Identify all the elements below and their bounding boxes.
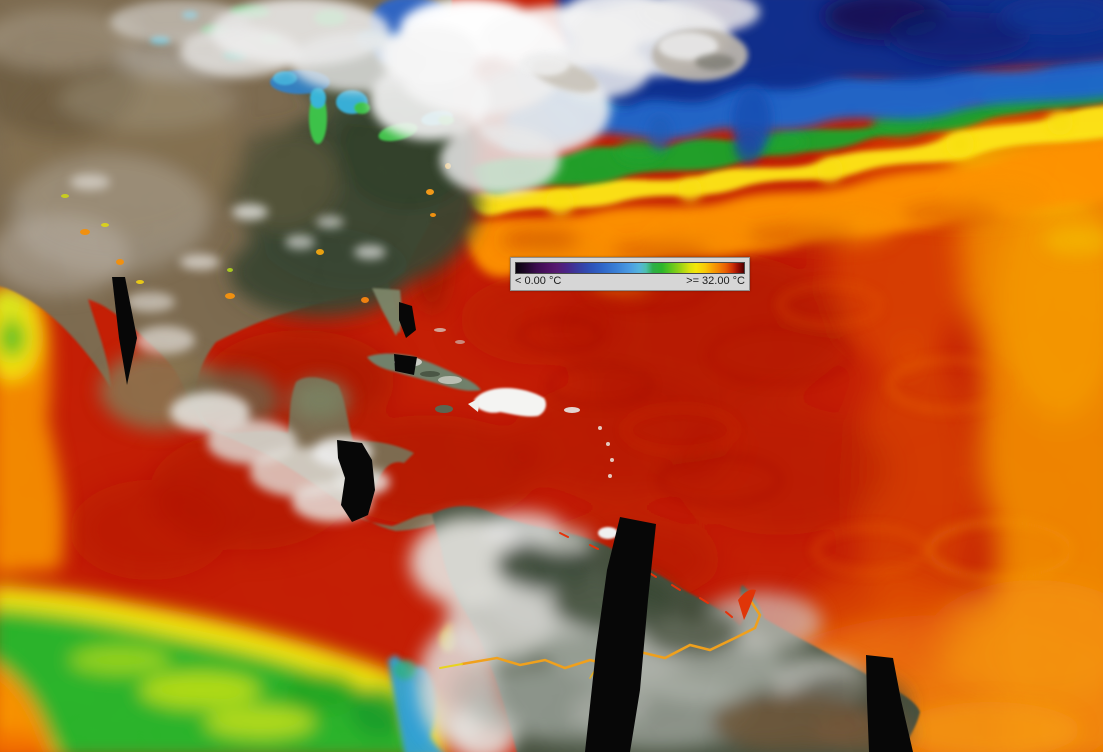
legend-max-label: >= 32.00 °C <box>686 275 745 287</box>
legend-min-label: < 0.00 °C <box>515 275 562 287</box>
temperature-colorbar <box>515 262 745 274</box>
temperature-legend: < 0.00 °C >= 32.00 °C <box>510 257 750 291</box>
legend-labels: < 0.00 °C >= 32.00 °C <box>511 274 749 288</box>
